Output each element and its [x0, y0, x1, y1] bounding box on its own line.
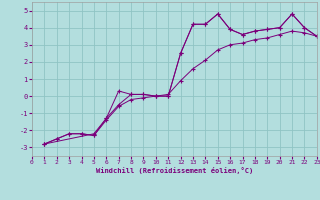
X-axis label: Windchill (Refroidissement éolien,°C): Windchill (Refroidissement éolien,°C): [96, 167, 253, 174]
